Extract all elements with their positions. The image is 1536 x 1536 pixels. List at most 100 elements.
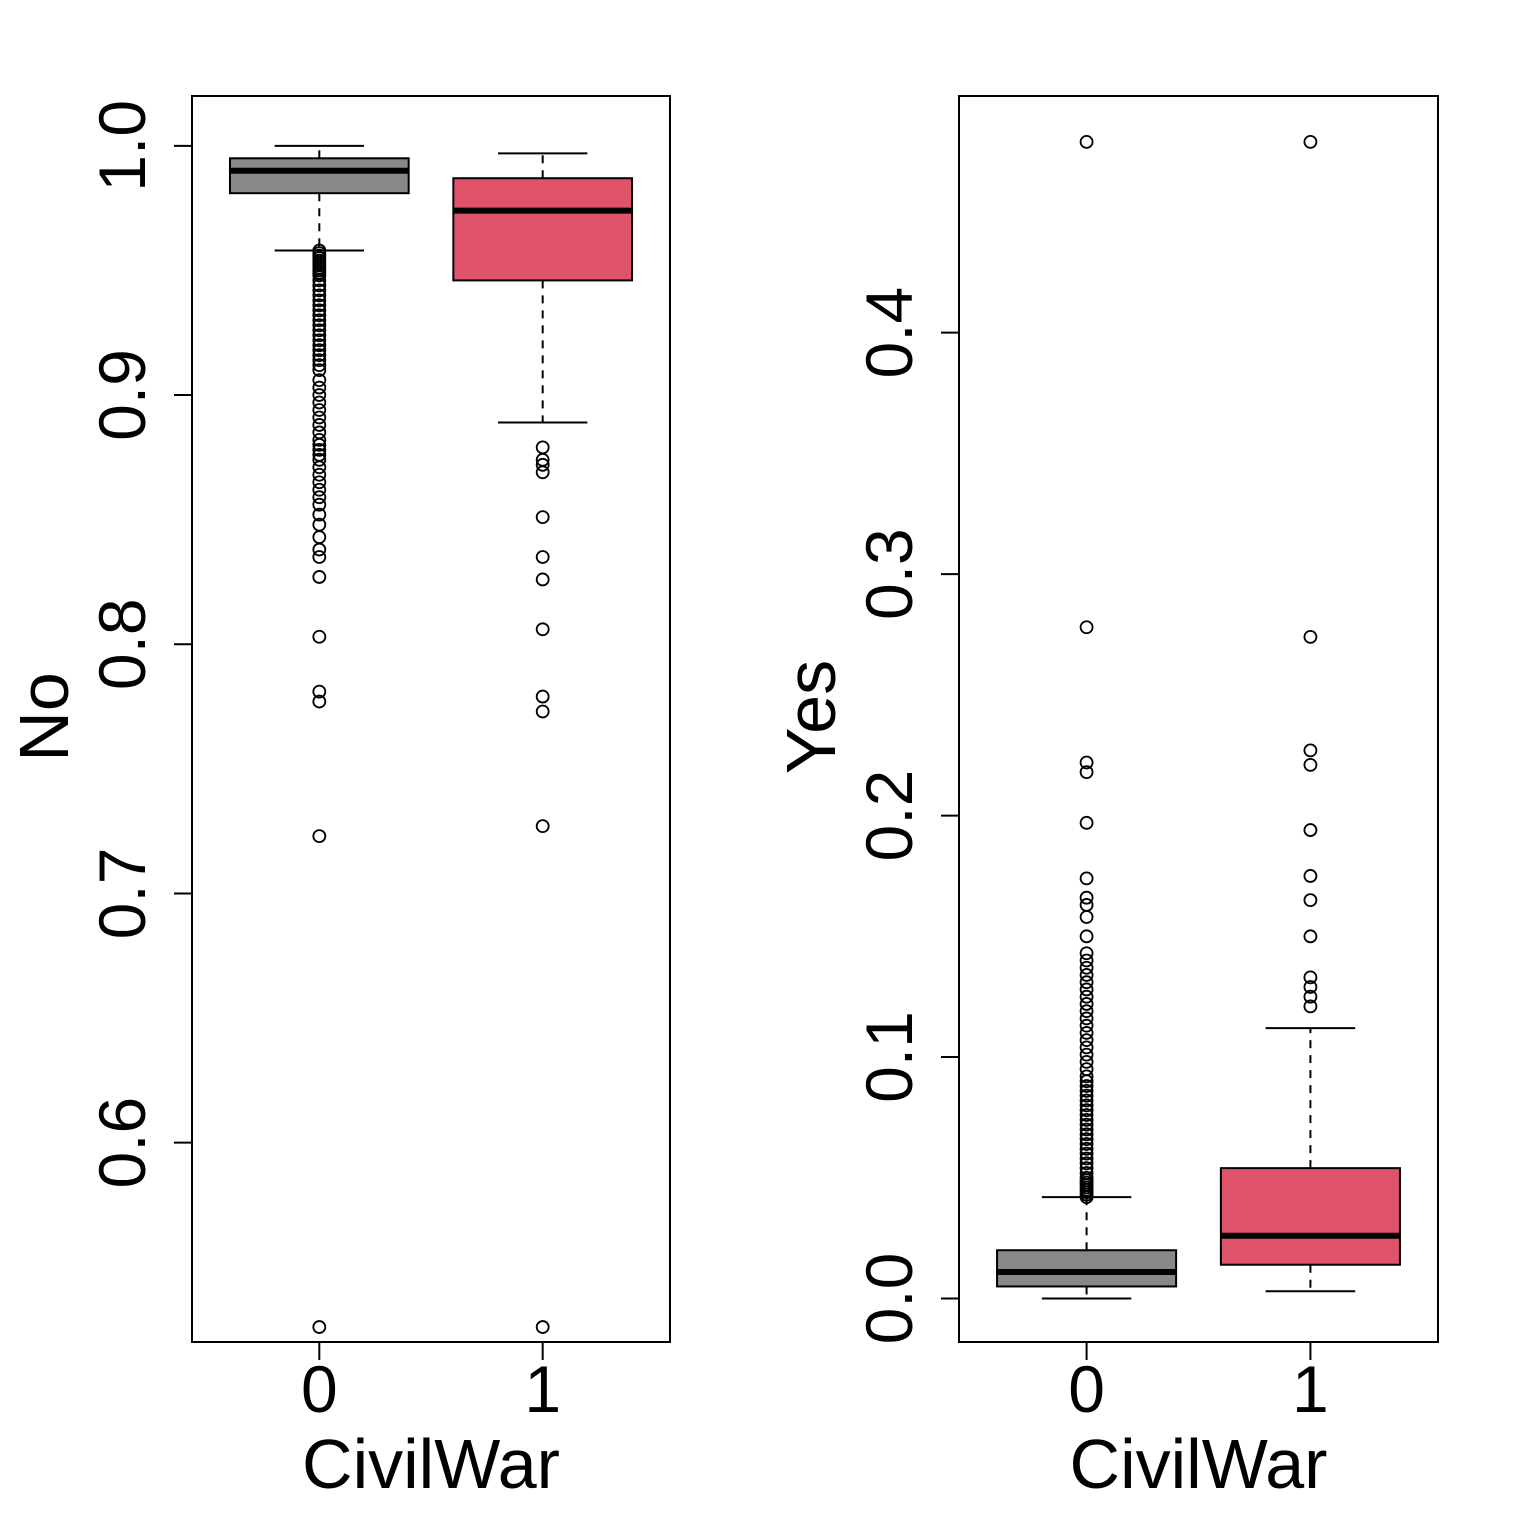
outlier-point [312,629,327,644]
outlier-point [1079,1146,1094,1161]
y-tick-label: 0.9 [85,349,159,441]
outlier-point [312,442,327,457]
y-tick-label: 0.8 [85,598,159,690]
outlier-point [1303,823,1318,837]
y-tick-label: 0.2 [852,770,926,862]
panel-right: 0.0 0.1 0.2 0.3 0.4 0 1 Yes CivilWar [772,95,1439,1503]
outlier-point [1303,757,1318,772]
outlier-point [535,689,550,704]
outlier-point [1079,1117,1094,1132]
outlier-point [1303,629,1318,644]
outlier-point [1079,1047,1094,1062]
box-iqr [1219,1167,1401,1266]
outlier-point [312,829,327,844]
x-axis-title-right: CivilWar [1070,1425,1328,1503]
plot-frame-right [958,95,1439,1343]
outlier-point [312,323,327,338]
outlier-point [535,622,550,637]
outlier-point [312,482,327,497]
outlier-point [535,457,550,472]
outlier-point [1079,975,1094,990]
outlier-point [312,308,327,323]
outlier-point [1079,1122,1094,1137]
x-tick-label: 1 [1292,1352,1329,1426]
outlier-point [535,440,550,455]
outlier-point [1079,929,1094,944]
outlier-point [535,572,550,587]
outlier-point [312,694,327,709]
outlier-point [1079,982,1094,997]
outlier-point [312,1320,327,1334]
y-tick-label: 0.3 [852,528,926,620]
outlier-point [1079,1040,1094,1055]
outlier-point [1079,1069,1094,1084]
outlier-point [1079,1004,1094,1019]
outlier-point [1079,1161,1094,1176]
outlier-point [312,388,327,402]
outlier-point [1079,1033,1094,1048]
y-axis-title-right: Yes [772,660,850,774]
outlier-point [312,338,327,353]
outlier-point [1303,980,1318,994]
outlier-point [312,475,327,490]
outlier-point [1303,743,1318,758]
outlier-point [1079,1054,1094,1069]
outlier-point [312,373,327,387]
outlier-point [312,550,327,564]
outlier-point [535,550,550,564]
outlier-point [1303,929,1318,944]
outlier-point [312,467,327,482]
outlier-point [312,328,327,343]
y-axis-title-left: No [5,672,83,761]
panel-left: 0.6 0.7 0.8 0.9 1.0 0 1 No CivilWar [5,95,671,1503]
plot-frame-left [191,95,671,1343]
outlier-point [312,283,327,298]
outlier-point [1079,1011,1094,1026]
outlier-point [535,704,550,719]
outlier-point [1303,893,1318,908]
outlier-point [1079,946,1094,961]
outlier-point [1079,1079,1094,1093]
outlier-point [1079,1018,1094,1033]
outlier-point [1079,1103,1094,1118]
outlier-point [312,395,327,410]
outlier-point [1303,970,1318,985]
outlier-point [312,437,327,452]
outlier-point [312,410,327,425]
outlier-point [1079,1141,1094,1156]
outlier-point [1079,755,1094,770]
y-tick-label: 0.7 [85,848,159,940]
outlier-point [312,293,327,308]
outlier-point [312,380,327,395]
outlier-point [312,313,327,328]
outlier-point [1079,1108,1094,1122]
outlier-point [1079,1062,1094,1077]
outlier-point [1079,871,1094,886]
outlier-point [1079,910,1094,924]
outlier-point [312,684,327,699]
outlier-point [535,510,550,525]
outlier-point [312,490,327,505]
outlier-point [535,465,550,480]
outlier-point [1079,1156,1094,1171]
y-tick-label: 0.1 [852,1011,926,1103]
x-axis-title-left: CivilWar [302,1425,560,1503]
outlier-point [312,348,327,363]
y-tick-label: 0.4 [852,287,926,379]
outlier-point [1079,890,1094,905]
outlier-point [1079,1151,1094,1166]
outlier-point [312,298,327,313]
outlier-point [312,530,327,544]
outlier-point [1079,989,1094,1004]
outlier-point [312,570,327,584]
outlier-point [312,497,327,512]
outlier-point [1303,134,1318,149]
outlier-point [1079,1026,1094,1040]
outlier-point [312,358,327,373]
outlier-point [1079,1088,1094,1103]
box-iqr [228,157,410,195]
outlier-point [1079,1170,1094,1185]
x-tick-label: 0 [1068,1352,1105,1426]
outlier-point [312,363,327,378]
